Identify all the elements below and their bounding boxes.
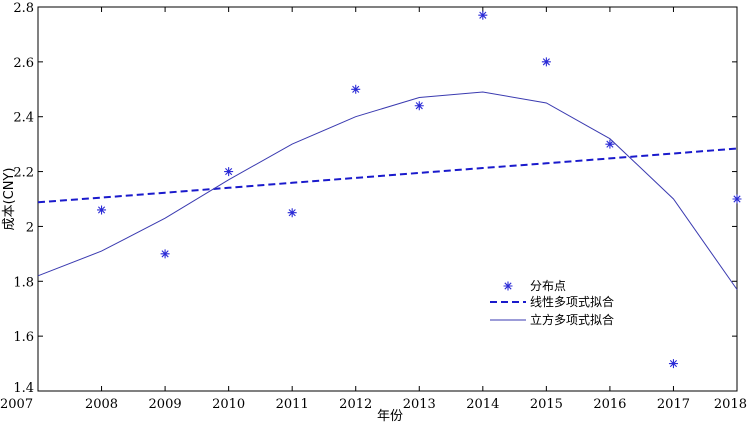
plot-frame [37, 6, 738, 392]
y-tick-label: 1.6 [13, 330, 34, 345]
x-tick-label: 2008 [85, 397, 118, 412]
scatter-point [160, 249, 170, 259]
scatter-point [605, 139, 615, 149]
x-tick-label: 2018 [714, 397, 747, 412]
y-tick-label: 1.8 [13, 275, 34, 290]
linear-fit-line [37, 147, 738, 204]
scatter-point [478, 10, 488, 20]
x-tick-label: 2009 [149, 397, 182, 412]
scatter-point [287, 208, 297, 218]
legend-label: 线性多项式拟合 [530, 294, 614, 309]
series-0 [97, 10, 742, 369]
x-tick-label: 2007 [0, 397, 33, 412]
x-tick-label: 2017 [657, 397, 690, 412]
x-tick-label: 2016 [593, 397, 626, 412]
legend-label: 分布点 [530, 279, 566, 293]
legend-item-linear: 线性多项式拟合 [490, 294, 614, 309]
y-tick-label: 1.4 [13, 381, 34, 396]
series-1 [37, 147, 738, 204]
y-tick-label: 2.2 [13, 166, 34, 181]
y-tick-label: 2.6 [13, 56, 34, 71]
x-tick-label: 2011 [276, 397, 309, 412]
y-tick-label: 2 [26, 220, 34, 235]
x-tick-label: 2010 [212, 397, 245, 412]
scatter-point [351, 84, 361, 94]
scatter-point [414, 101, 424, 111]
scatter-point [732, 194, 742, 204]
x-tick-label: 2015 [530, 397, 563, 412]
scatter-point [668, 359, 678, 369]
y-tick-label: 2.8 [13, 1, 34, 16]
legend-marker-star [503, 281, 513, 291]
y-tick-label: 2.4 [13, 111, 34, 126]
scatter-point [541, 57, 551, 67]
x-axis-title: 年份 [377, 409, 403, 422]
series-2 [37, 91, 738, 290]
cubic-fit-line [37, 91, 738, 290]
y-axis-title: 成本(CNY) [2, 168, 17, 231]
legend-label: 立方多项式拟合 [530, 312, 614, 327]
scatter-point [97, 205, 107, 215]
x-tick-label: 2012 [339, 397, 372, 412]
legend-item-scatter: 分布点 [503, 279, 566, 293]
x-tick-label: 2013 [403, 397, 436, 412]
x-tick-label: 2014 [466, 397, 499, 412]
legend-item-cubic: 立方多项式拟合 [490, 312, 614, 327]
scatter-point [224, 167, 234, 177]
